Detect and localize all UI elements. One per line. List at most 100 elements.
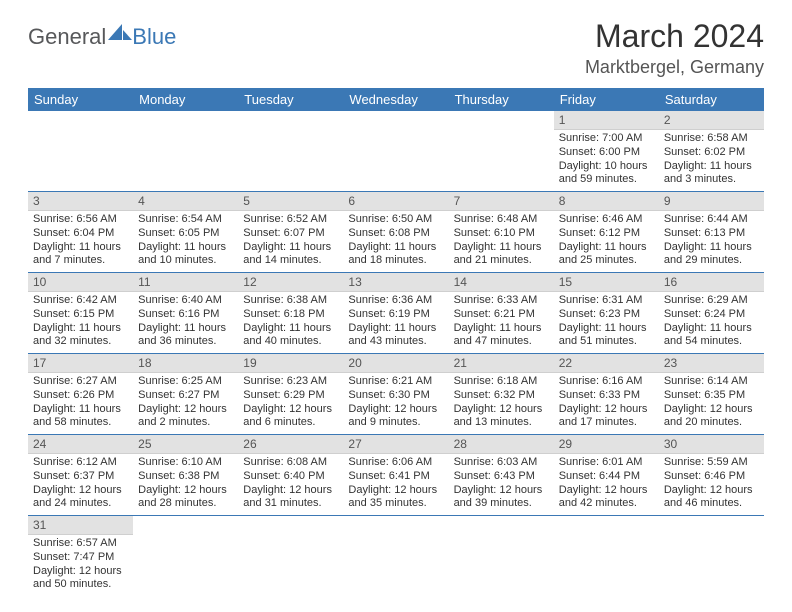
calendar-day-cell: 9Sunrise: 6:44 AMSunset: 6:13 PMDaylight… [659,192,764,273]
calendar-day-cell: 10Sunrise: 6:42 AMSunset: 6:15 PMDayligh… [28,273,133,354]
daylight-text: Daylight: 11 hours and 18 minutes. [348,241,443,269]
calendar-week-row: 1Sunrise: 7:00 AMSunset: 6:00 PMDaylight… [28,111,764,192]
daylight-text: Daylight: 11 hours and 36 minutes. [138,322,233,350]
day-info: Sunrise: 6:16 AMSunset: 6:33 PMDaylight:… [554,373,659,434]
calendar-empty-cell [449,111,554,192]
daylight-text: Daylight: 12 hours and 2 minutes. [138,403,233,431]
title-block: March 2024 Marktbergel, Germany [585,18,764,78]
sunset-text: Sunset: 6:33 PM [559,389,654,403]
calendar-day-cell: 25Sunrise: 6:10 AMSunset: 6:38 PMDayligh… [133,435,238,516]
day-info: Sunrise: 6:06 AMSunset: 6:41 PMDaylight:… [343,454,448,515]
weekday-header: Sunday [28,88,133,111]
brand-logo: General Blue [28,24,176,50]
calendar-day-cell: 2Sunrise: 6:58 AMSunset: 6:02 PMDaylight… [659,111,764,192]
calendar-day-cell: 13Sunrise: 6:36 AMSunset: 6:19 PMDayligh… [343,273,448,354]
day-info: Sunrise: 6:50 AMSunset: 6:08 PMDaylight:… [343,211,448,272]
day-info: Sunrise: 6:12 AMSunset: 6:37 PMDaylight:… [28,454,133,515]
sunset-text: Sunset: 6:27 PM [138,389,233,403]
calendar-empty-cell [659,516,764,597]
sunrise-text: Sunrise: 6:23 AM [243,375,338,389]
calendar-day-cell: 21Sunrise: 6:18 AMSunset: 6:32 PMDayligh… [449,354,554,435]
day-number: 19 [238,354,343,373]
calendar-empty-cell [133,111,238,192]
day-number: 5 [238,192,343,211]
day-info: Sunrise: 6:42 AMSunset: 6:15 PMDaylight:… [28,292,133,353]
sunrise-text: Sunrise: 6:48 AM [454,213,549,227]
daylight-text: Daylight: 11 hours and 47 minutes. [454,322,549,350]
day-info: Sunrise: 6:48 AMSunset: 6:10 PMDaylight:… [449,211,554,272]
weekday-header: Saturday [659,88,764,111]
calendar-empty-cell [28,111,133,192]
day-number: 24 [28,435,133,454]
day-info: Sunrise: 6:23 AMSunset: 6:29 PMDaylight:… [238,373,343,434]
calendar-day-cell: 27Sunrise: 6:06 AMSunset: 6:41 PMDayligh… [343,435,448,516]
sunrise-text: Sunrise: 6:06 AM [348,456,443,470]
sunrise-text: Sunrise: 6:56 AM [33,213,128,227]
sunrise-text: Sunrise: 6:03 AM [454,456,549,470]
day-info: Sunrise: 6:57 AMSunset: 7:47 PMDaylight:… [28,535,133,596]
day-number: 12 [238,273,343,292]
day-info: Sunrise: 6:08 AMSunset: 6:40 PMDaylight:… [238,454,343,515]
sunset-text: Sunset: 6:00 PM [559,146,654,160]
calendar-day-cell: 5Sunrise: 6:52 AMSunset: 6:07 PMDaylight… [238,192,343,273]
calendar-week-row: 24Sunrise: 6:12 AMSunset: 6:37 PMDayligh… [28,435,764,516]
daylight-text: Daylight: 12 hours and 6 minutes. [243,403,338,431]
daylight-text: Daylight: 11 hours and 40 minutes. [243,322,338,350]
sunrise-text: Sunrise: 6:46 AM [559,213,654,227]
day-info: Sunrise: 6:01 AMSunset: 6:44 PMDaylight:… [554,454,659,515]
daylight-text: Daylight: 11 hours and 32 minutes. [33,322,128,350]
calendar-day-cell: 31Sunrise: 6:57 AMSunset: 7:47 PMDayligh… [28,516,133,597]
calendar-empty-cell [343,516,448,597]
sunset-text: Sunset: 6:19 PM [348,308,443,322]
day-number: 17 [28,354,133,373]
sunrise-text: Sunrise: 6:01 AM [559,456,654,470]
page-header: General Blue March 2024 Marktbergel, Ger… [28,18,764,78]
day-number: 7 [449,192,554,211]
sunset-text: Sunset: 6:18 PM [243,308,338,322]
daylight-text: Daylight: 11 hours and 10 minutes. [138,241,233,269]
sunrise-text: Sunrise: 6:58 AM [664,132,759,146]
day-number: 11 [133,273,238,292]
calendar-day-cell: 28Sunrise: 6:03 AMSunset: 6:43 PMDayligh… [449,435,554,516]
calendar-day-cell: 4Sunrise: 6:54 AMSunset: 6:05 PMDaylight… [133,192,238,273]
day-number: 14 [449,273,554,292]
day-info: Sunrise: 6:21 AMSunset: 6:30 PMDaylight:… [343,373,448,434]
day-info: Sunrise: 6:52 AMSunset: 6:07 PMDaylight:… [238,211,343,272]
sunrise-text: Sunrise: 6:29 AM [664,294,759,308]
sunset-text: Sunset: 6:24 PM [664,308,759,322]
day-number: 22 [554,354,659,373]
calendar-day-cell: 15Sunrise: 6:31 AMSunset: 6:23 PMDayligh… [554,273,659,354]
calendar-week-row: 10Sunrise: 6:42 AMSunset: 6:15 PMDayligh… [28,273,764,354]
calendar-day-cell: 20Sunrise: 6:21 AMSunset: 6:30 PMDayligh… [343,354,448,435]
sunset-text: Sunset: 6:15 PM [33,308,128,322]
sunrise-text: Sunrise: 6:40 AM [138,294,233,308]
day-info: Sunrise: 6:54 AMSunset: 6:05 PMDaylight:… [133,211,238,272]
calendar-day-cell: 6Sunrise: 6:50 AMSunset: 6:08 PMDaylight… [343,192,448,273]
sunset-text: Sunset: 6:29 PM [243,389,338,403]
sunset-text: Sunset: 6:30 PM [348,389,443,403]
day-info: Sunrise: 6:33 AMSunset: 6:21 PMDaylight:… [449,292,554,353]
sunrise-text: Sunrise: 6:42 AM [33,294,128,308]
daylight-text: Daylight: 12 hours and 24 minutes. [33,484,128,512]
day-number: 21 [449,354,554,373]
calendar-week-row: 17Sunrise: 6:27 AMSunset: 6:26 PMDayligh… [28,354,764,435]
day-number: 26 [238,435,343,454]
day-number: 25 [133,435,238,454]
daylight-text: Daylight: 12 hours and 35 minutes. [348,484,443,512]
sunrise-text: Sunrise: 6:31 AM [559,294,654,308]
day-number: 27 [343,435,448,454]
calendar-day-cell: 24Sunrise: 6:12 AMSunset: 6:37 PMDayligh… [28,435,133,516]
sunset-text: Sunset: 6:38 PM [138,470,233,484]
day-number: 1 [554,111,659,130]
sunrise-text: Sunrise: 6:18 AM [454,375,549,389]
calendar-body: 1Sunrise: 7:00 AMSunset: 6:00 PMDaylight… [28,111,764,596]
calendar-day-cell: 3Sunrise: 6:56 AMSunset: 6:04 PMDaylight… [28,192,133,273]
sunrise-text: Sunrise: 6:16 AM [559,375,654,389]
daylight-text: Daylight: 12 hours and 17 minutes. [559,403,654,431]
calendar-empty-cell [133,516,238,597]
brand-text-2: Blue [132,24,176,50]
day-number: 30 [659,435,764,454]
sunset-text: Sunset: 6:16 PM [138,308,233,322]
sunrise-text: Sunrise: 6:44 AM [664,213,759,227]
day-number: 29 [554,435,659,454]
